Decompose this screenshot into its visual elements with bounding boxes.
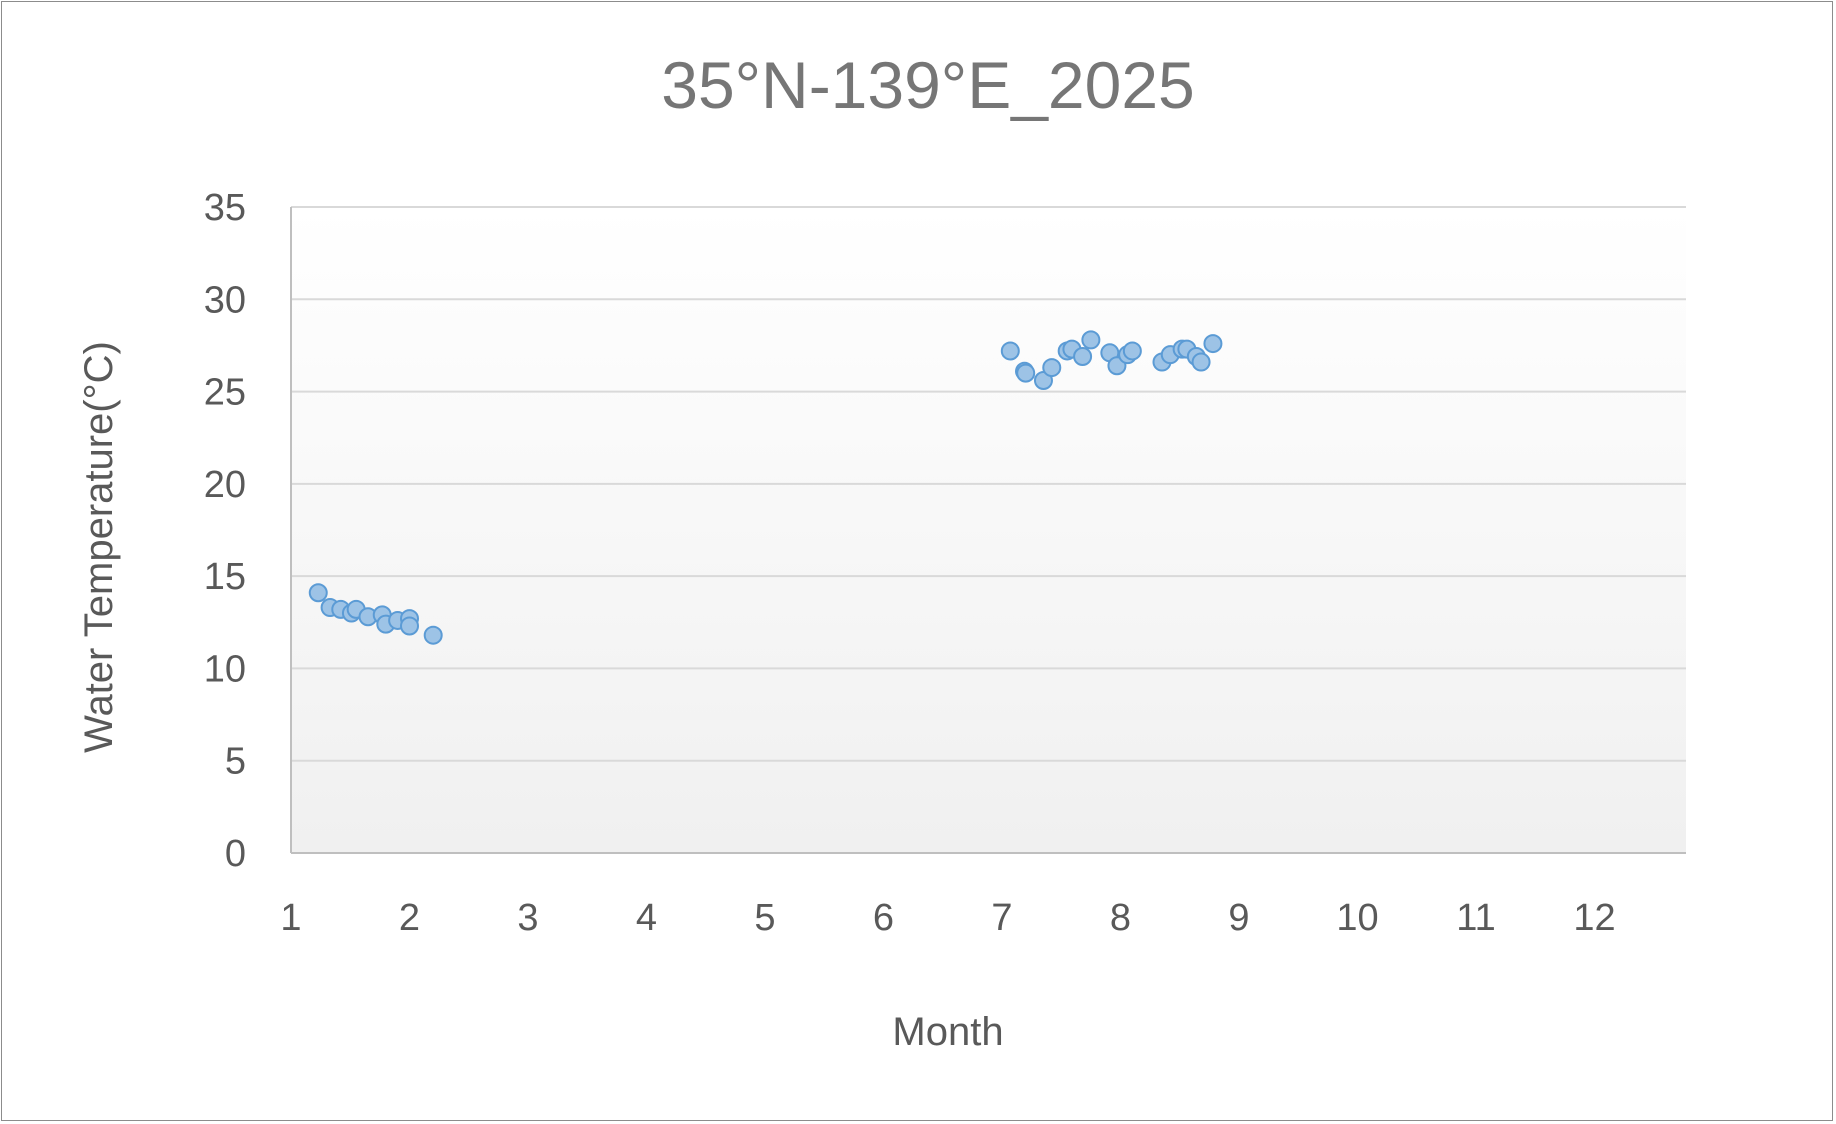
x-tick-label: 6 — [873, 897, 894, 939]
x-tick-label: 3 — [517, 897, 538, 939]
y-axis-label: Water Temperature(°C) — [77, 341, 121, 753]
x-tick-label: 10 — [1336, 897, 1378, 939]
x-tick-label: 5 — [754, 897, 775, 939]
x-tick-label: 2 — [399, 897, 420, 939]
y-tick-label: 20 — [204, 464, 246, 506]
chart-title: 35°N-139°E_2025 — [661, 48, 1195, 122]
data-point — [400, 616, 419, 636]
x-tick-label: 8 — [1110, 897, 1131, 939]
x-tick-label: 11 — [1456, 897, 1495, 939]
data-point — [1073, 347, 1093, 367]
data-point — [1000, 341, 1020, 361]
x-axis-label: Month — [892, 1010, 1003, 1054]
x-tick-label: 1 — [280, 897, 301, 939]
x-tick-label: 12 — [1573, 897, 1615, 939]
data-point — [423, 625, 443, 645]
x-tick-labels: 1 2 3 4 5 6 7 8 9 10 11 12 — [280, 897, 1615, 939]
data-point — [1203, 334, 1223, 354]
data-points — [308, 330, 1223, 645]
data-point — [1081, 330, 1101, 350]
y-tick-label: 0 — [225, 833, 246, 875]
y-tick-labels: 0 5 10 15 20 25 30 35 — [204, 187, 246, 875]
x-tick-label: 9 — [1228, 897, 1249, 939]
data-point — [1191, 352, 1211, 372]
y-tick-label: 15 — [204, 556, 246, 598]
y-tick-label: 25 — [204, 372, 246, 414]
data-point — [1122, 341, 1142, 361]
y-tick-label: 5 — [225, 741, 246, 783]
y-tick-label: 35 — [204, 187, 246, 229]
y-tick-label: 10 — [204, 648, 246, 690]
x-tick-label: 4 — [636, 897, 657, 939]
data-point — [1016, 363, 1036, 383]
plot-area — [291, 207, 1686, 853]
data-point — [308, 583, 328, 603]
x-tick-label: 7 — [991, 897, 1012, 939]
y-tick-label: 30 — [204, 279, 246, 321]
data-point — [1042, 358, 1062, 378]
gridlines — [291, 206, 1686, 762]
